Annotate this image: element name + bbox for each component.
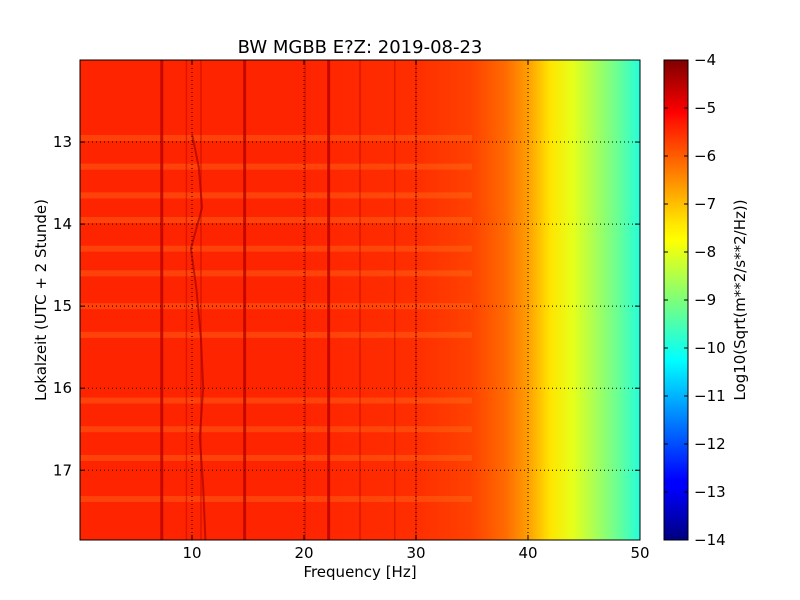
y-tick-label: 13 bbox=[53, 133, 72, 151]
colorbar-tick-label: −8 bbox=[694, 243, 716, 261]
colorbar-tick-label: −4 bbox=[694, 51, 716, 69]
x-tick-label: 40 bbox=[518, 544, 537, 562]
plot-frame bbox=[79, 59, 641, 541]
noise-band bbox=[80, 192, 472, 199]
y-tick-label: 15 bbox=[53, 297, 72, 315]
colorbar-tick-label: −11 bbox=[694, 387, 726, 405]
noise-band bbox=[80, 426, 472, 433]
colorbar-tick-label: −10 bbox=[694, 339, 726, 357]
x-tick-label: 30 bbox=[406, 544, 425, 562]
colorbar: −4 −5 −6 −7 −8 −9 −10 −11 −12 −13 −14 Log10(Sqrt(m… bbox=[663, 51, 749, 549]
x-tick-label: 20 bbox=[294, 544, 313, 562]
colorbar-tick-label: −5 bbox=[694, 99, 716, 117]
drifting-spectral-line bbox=[189, 133, 207, 540]
noise-band bbox=[80, 495, 472, 502]
grid-lines bbox=[80, 60, 640, 540]
y-axis: 13 14 15 16 17 bbox=[53, 133, 640, 479]
chart-title: BW MGBB E?Z: 2019-08-23 bbox=[238, 37, 483, 58]
plot-area bbox=[80, 60, 640, 540]
colorbar-tick-label: −7 bbox=[694, 195, 716, 213]
y-tick-label: 14 bbox=[53, 215, 72, 233]
noise-band bbox=[80, 217, 472, 223]
colorbar-tick-label: −6 bbox=[694, 147, 716, 165]
colorbar-tick-label: −13 bbox=[694, 483, 726, 501]
noise-band bbox=[80, 270, 472, 277]
colorbar-ticks: −4 −5 −6 −7 −8 −9 −10 −11 −12 −13 −14 bbox=[664, 51, 726, 549]
x-tick-label: 10 bbox=[182, 544, 201, 562]
noise-band bbox=[80, 245, 472, 252]
noise-band bbox=[80, 134, 472, 141]
colorbar-tick-label: −14 bbox=[694, 531, 726, 549]
noise-band bbox=[80, 331, 472, 338]
y-tick-label: 17 bbox=[53, 461, 72, 479]
colorbar-tick-label: −9 bbox=[694, 291, 716, 309]
spectrum-background bbox=[80, 60, 640, 540]
noise-band bbox=[80, 454, 472, 461]
noise-band bbox=[80, 397, 472, 404]
colorbar-label: Log10(Sqrt(m**2/s**2/Hz)) bbox=[731, 199, 749, 400]
x-tick-label: 50 bbox=[630, 544, 649, 562]
x-axis-label: Frequency [Hz] bbox=[303, 563, 416, 581]
colorbar-tick-label: −12 bbox=[694, 435, 726, 453]
y-axis-label: Lokalzeit (UTC + 2 Stunde) bbox=[32, 199, 50, 401]
noise-band bbox=[80, 163, 472, 170]
y-tick-label: 16 bbox=[53, 379, 72, 397]
x-axis: 10 20 30 40 50 bbox=[182, 60, 650, 562]
